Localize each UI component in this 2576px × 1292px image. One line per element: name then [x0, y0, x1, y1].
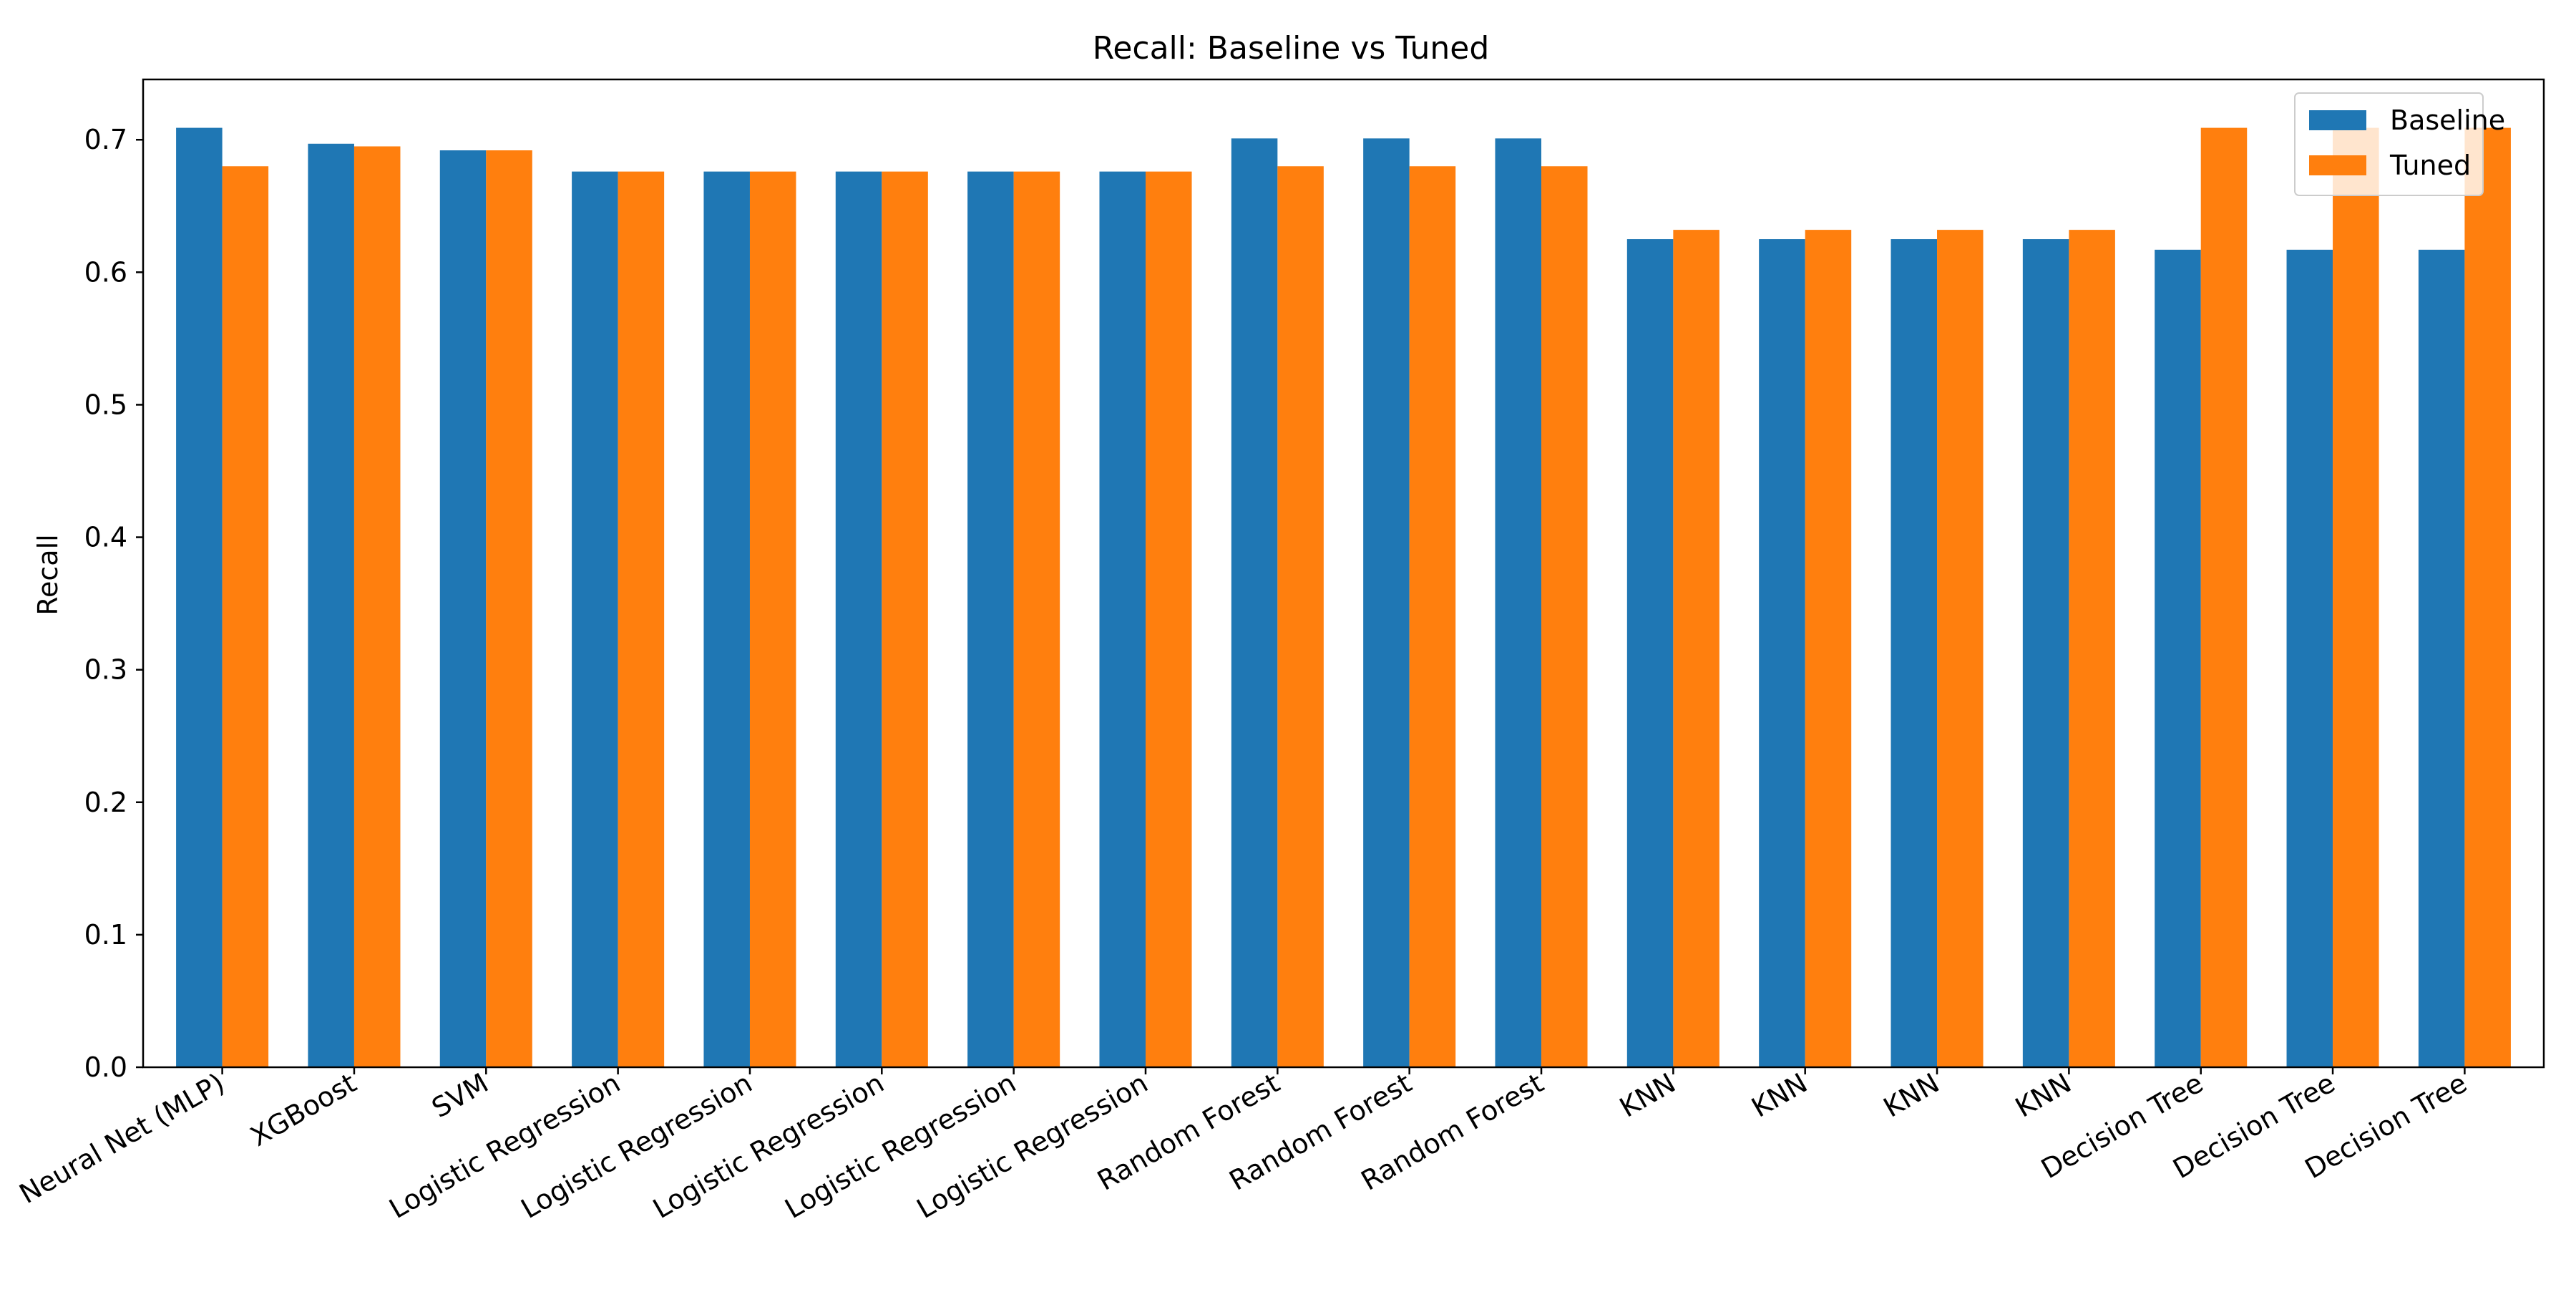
bar-baseline-17 — [2418, 249, 2465, 1067]
bar-tuned-10 — [1541, 166, 1588, 1067]
y-tick-label: 0.7 — [84, 124, 127, 155]
legend: Baseline Tuned — [2294, 92, 2505, 196]
bar-tuned-15 — [2200, 127, 2248, 1067]
x-tick-label: Logistic Regression — [516, 1067, 758, 1225]
bar-baseline-10 — [1495, 138, 1542, 1067]
y-tick-label: 0.0 — [84, 1051, 127, 1083]
legend-swatch-baseline — [2309, 110, 2366, 130]
bar-tuned-4 — [749, 171, 796, 1067]
bar-baseline-11 — [1626, 239, 1674, 1067]
bar-tuned-12 — [1805, 230, 1852, 1068]
x-tick-label: SVM — [426, 1067, 494, 1125]
bar-baseline-13 — [1890, 239, 1938, 1067]
legend-swatch-tuned — [2309, 155, 2366, 175]
bar-baseline-12 — [1759, 239, 1805, 1067]
bar-tuned-17 — [2464, 127, 2511, 1067]
bar-tuned-6 — [1013, 171, 1060, 1067]
y-axis-label: Recall — [32, 534, 64, 615]
plot-frame — [142, 78, 2545, 1069]
x-tick-label: XGBoost — [245, 1067, 361, 1152]
bar-baseline-7 — [1099, 171, 1146, 1067]
bar-baseline-5 — [835, 171, 882, 1067]
y-tick-label: 0.6 — [84, 256, 127, 288]
y-tick-label: 0.4 — [84, 522, 127, 553]
bar-tuned-3 — [618, 171, 665, 1067]
bar-baseline-8 — [1231, 138, 1278, 1067]
bar-baseline-6 — [967, 171, 1014, 1067]
plot-area: 0.0 0.1 0.2 0.3 0.4 0.5 0.6 0.7 Neural Net (MLP)… — [14, 78, 2545, 1225]
bar-tuned-2 — [486, 150, 532, 1067]
bar-baseline-1 — [308, 143, 354, 1067]
bar-baseline-2 — [439, 150, 487, 1067]
bar-tuned-5 — [882, 171, 928, 1067]
legend-label-baseline: Baseline — [2390, 105, 2505, 136]
bar-baseline-4 — [703, 171, 750, 1067]
bar-tuned-7 — [1145, 171, 1192, 1067]
bar-baseline-9 — [1363, 138, 1410, 1067]
bar-baseline-14 — [2022, 239, 2069, 1067]
bar-tuned-13 — [1937, 230, 1984, 1068]
y-tick-label: 0.5 — [84, 389, 127, 420]
x-tick-label: KNN — [1746, 1067, 1813, 1124]
y-tick-label: 0.2 — [84, 787, 127, 818]
chart-title: Recall: Baseline vs Tuned — [1093, 30, 1490, 67]
bar-tuned-14 — [2069, 230, 2115, 1068]
x-tick-label: KNN — [1878, 1067, 1945, 1124]
bar-tuned-11 — [1673, 230, 1719, 1068]
bar-baseline-15 — [2155, 249, 2201, 1067]
y-tick-label: 0.1 — [84, 919, 127, 951]
x-tick-label: Neural Net (MLP) — [14, 1067, 230, 1210]
bar-tuned-0 — [222, 166, 269, 1067]
legend-label-tuned: Tuned — [2389, 150, 2471, 181]
bar-baseline-0 — [176, 127, 223, 1067]
bar-tuned-1 — [353, 146, 401, 1068]
x-tick-label: Logistic Regression — [384, 1067, 625, 1225]
bar-tuned-16 — [2333, 127, 2379, 1067]
x-tick-label: KNN — [1614, 1067, 1681, 1124]
x-tick-label: KNN — [2010, 1067, 2077, 1124]
bar-tuned-8 — [1277, 166, 1324, 1067]
x-tick-label: Logistic Regression — [648, 1067, 889, 1225]
bar-baseline-16 — [2286, 249, 2333, 1067]
x-tick-label: Logistic Regression — [912, 1067, 1153, 1225]
bar-baseline-3 — [572, 171, 618, 1067]
bar-tuned-9 — [1409, 166, 1456, 1067]
x-tick-label: Logistic Regression — [779, 1067, 1021, 1225]
y-tick-label: 0.3 — [84, 654, 127, 686]
